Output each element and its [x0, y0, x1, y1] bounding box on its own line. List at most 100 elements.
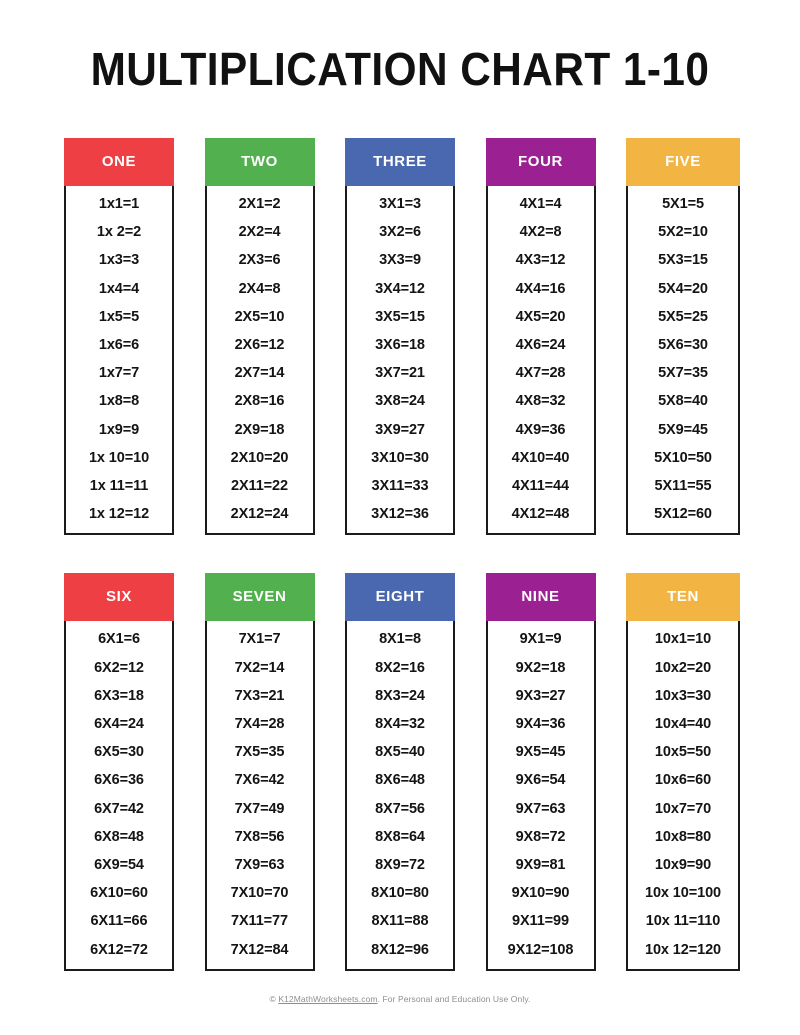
times-table-fact: 3X12=36	[371, 506, 429, 523]
times-table-fact: 3X7=21	[375, 365, 425, 382]
times-table-fact: 8X3=24	[375, 687, 425, 704]
times-table-fact: 3X2=6	[379, 224, 421, 241]
times-table-fact: 9X6=54	[515, 772, 566, 789]
times-table-fact: 9X1=9	[519, 631, 562, 648]
times-table-card: EIGHT 8X1=8 8X2=16 8X3=24 8X4=32 8X5=40 8X6=48…	[345, 573, 455, 971]
times-table-fact: 5X4=20	[658, 280, 708, 297]
times-table-fact: 4X4=16	[515, 280, 566, 297]
times-table-body: 9X1=9 9X2=18 9X3=27 9X4=36 9X5=45 9X6=54 9X7=6…	[485, 621, 596, 971]
times-table-fact: 2X4=8	[238, 280, 281, 297]
times-table-fact: 5X10=50	[654, 449, 712, 466]
times-table-fact: 1x5=5	[98, 308, 140, 325]
times-table-fact: 5X5=25	[658, 308, 708, 325]
times-table-fact: 2X2=4	[238, 224, 281, 241]
times-table-fact: 2X11=22	[231, 478, 288, 495]
times-table-header: SEVEN	[204, 573, 315, 622]
times-table-fact: 9X11=99	[512, 913, 569, 930]
times-table-fact: 3X4=12	[375, 280, 425, 297]
times-table-fact: 3X1=3	[379, 196, 421, 212]
times-table-fact: 5X8=40	[658, 393, 708, 410]
times-table-fact: 8X4=32	[375, 716, 425, 733]
times-table-header: TEN	[626, 573, 740, 622]
times-table-fact: 7X4=28	[234, 716, 285, 733]
times-table-body: 1x1=1 1x 2=2 1x3=3 1x4=4 1x5=5 1x6=6 1x7=7 1x8=…	[64, 186, 174, 536]
times-table-fact: 2X5=10	[234, 308, 285, 325]
multiplication-tables-grid: ONE 1x1=1 1x 2=2 1x3=3 1x4=4 1x5=5 1x6=6 1x7=7 1…	[64, 138, 740, 971]
times-table-fact: 4X11=44	[512, 478, 569, 495]
times-table-fact: 7X1=7	[238, 631, 281, 648]
times-table-fact: 8X1=8	[379, 631, 421, 648]
times-table-fact: 9X7=63	[515, 800, 566, 817]
times-table-fact: 6X11=66	[90, 913, 148, 930]
times-table-fact: 4X5=20	[515, 308, 566, 325]
times-table-fact: 8X12=96	[371, 941, 429, 958]
times-table-fact: 5X1=5	[662, 196, 704, 212]
times-table-fact: 2X8=16	[234, 393, 285, 410]
times-table-card: NINE 9X1=9 9X2=18 9X3=27 9X4=36 9X5=45 9X6=54 9…	[485, 573, 596, 971]
times-table-fact: 3X5=15	[375, 308, 425, 325]
times-table-header: EIGHT	[345, 573, 455, 622]
times-table-card: FOUR 4X1=4 4X2=8 4X3=12 4X4=16 4X5=20 4X6=24 4X…	[485, 138, 596, 536]
times-table-body: 6X1=6 6X2=12 6X3=18 6X4=24 6X5=30 6X6=36 6X7=4…	[64, 621, 174, 971]
times-table-fact: 10x 10=100	[644, 885, 721, 902]
times-table-fact: 6X1=6	[98, 631, 140, 648]
times-table-fact: 2X10=20	[230, 449, 289, 466]
times-table-fact: 10x3=30	[654, 687, 712, 704]
times-table-fact: 7X8=56	[234, 828, 285, 845]
times-table-card: FIVE 5X1=5 5X2=10 5X3=15 5X4=20 5X5=25 5X6=30 5…	[626, 138, 740, 536]
times-table-body: 4X1=4 4X2=8 4X3=12 4X4=16 4X5=20 4X6=24 4X7=28…	[485, 186, 596, 536]
times-table-fact: 3X11=33	[371, 478, 429, 495]
times-table-fact: 9X8=72	[515, 828, 566, 845]
times-table-fact: 2X3=6	[238, 252, 281, 269]
times-table-fact: 8X11=88	[371, 913, 429, 930]
times-table-fact: 4X3=12	[515, 252, 566, 269]
times-table-card: SEVEN 7X1=7 7X2=14 7X3=21 7X4=28 7X5=35 7X6=42…	[204, 573, 315, 971]
times-table-fact: 5X6=30	[658, 337, 708, 354]
times-table-fact: 1x7=7	[98, 365, 140, 382]
times-table-fact: 6X6=36	[94, 772, 144, 789]
times-table-fact: 3X9=27	[375, 421, 425, 438]
times-table-fact: 4X6=24	[515, 337, 566, 354]
times-table-fact: 1x 12=12	[88, 506, 150, 523]
times-table-fact: 6X9=54	[94, 857, 144, 874]
times-table-fact: 10x 11=110	[645, 913, 721, 930]
times-table-fact: 3X10=30	[371, 449, 429, 466]
times-table-fact: 10x2=20	[654, 659, 712, 676]
times-table-fact: 2X12=24	[230, 506, 289, 523]
times-table-fact: 10x6=60	[654, 772, 712, 789]
times-table-fact: 9X2=18	[515, 659, 566, 676]
times-table-header: FOUR	[485, 138, 596, 186]
times-table-fact: 1x4=4	[98, 280, 140, 297]
times-table-fact: 4X9=36	[515, 421, 566, 438]
page-title: MULTIPLICATION CHART 1-10	[90, 43, 710, 95]
times-table-fact: 9X3=27	[515, 687, 566, 704]
times-table-header: ONE	[64, 138, 174, 186]
times-table-fact: 10x1=10	[654, 631, 712, 648]
times-table-fact: 6X10=60	[90, 885, 148, 902]
times-table-fact: 8X7=56	[375, 800, 425, 817]
times-table-fact: 6X7=42	[94, 800, 144, 817]
times-table-fact: 8X6=48	[375, 772, 425, 789]
times-table-fact: 7X10=70	[230, 885, 289, 902]
times-table-fact: 7X3=21	[234, 687, 285, 704]
times-table-header: TWO	[204, 138, 315, 186]
times-table-fact: 9X9=81	[515, 857, 566, 874]
times-table-fact: 10x5=50	[654, 744, 712, 761]
times-table-fact: 8X9=72	[375, 857, 425, 874]
times-table-header: SIX	[64, 573, 174, 622]
times-table-fact: 9X10=90	[511, 885, 570, 902]
footer-notice: . For Personal and Education Use Only.	[377, 994, 531, 1004]
times-table-fact: 9X12=108	[507, 941, 574, 958]
footer-site-link[interactable]: K12MathWorksheets.com	[278, 994, 378, 1004]
times-table-fact: 1x 2=2	[96, 224, 142, 241]
times-table-fact: 1x 11=11	[89, 478, 149, 495]
times-table-fact: 5X9=45	[658, 421, 708, 438]
times-table-card: TEN 10x1=10 10x2=20 10x3=30 10x4=40 10x5=50 10…	[626, 573, 740, 971]
times-table-header: NINE	[485, 573, 596, 622]
times-table-fact: 4X7=28	[515, 365, 566, 382]
times-table-fact: 2X1=2	[238, 196, 281, 212]
times-table-fact: 9X4=36	[515, 716, 566, 733]
times-table-body: 5X1=5 5X2=10 5X3=15 5X4=20 5X5=25 5X6=30 5X7=3…	[626, 186, 740, 536]
times-table-fact: 7X9=63	[234, 857, 285, 874]
